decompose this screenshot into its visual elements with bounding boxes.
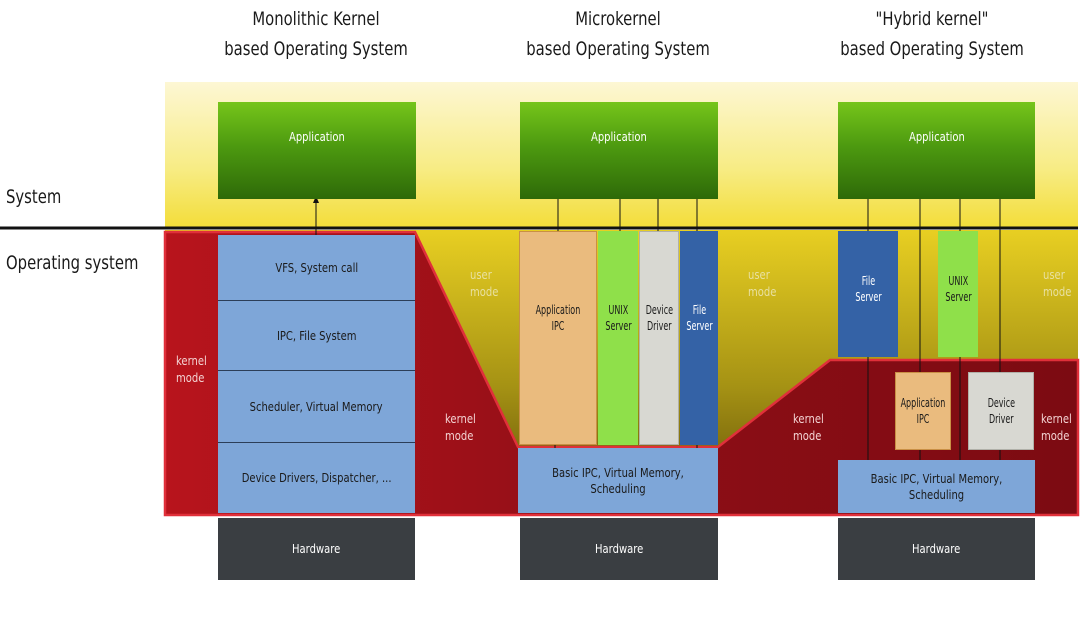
label-line: File bbox=[861, 273, 875, 288]
label-line: IPC bbox=[916, 411, 930, 426]
mode-line: mode bbox=[445, 428, 474, 443]
heading-line-2: based Operating System bbox=[526, 38, 710, 60]
box-label: Application bbox=[591, 128, 647, 144]
label-line: UNIX bbox=[608, 302, 628, 317]
heading-line-1: Microkernel bbox=[575, 8, 661, 30]
microkernel-application-box: Application bbox=[520, 102, 718, 199]
monolithic-kernel-stack: VFS, System call IPC, File System Schedu… bbox=[218, 235, 415, 513]
mode-line: mode bbox=[470, 284, 499, 299]
microkernel-hardware-box: Hardware bbox=[520, 518, 718, 580]
hybrid-application-ipc-box: Application IPC bbox=[895, 372, 951, 450]
label-line: Server bbox=[854, 289, 882, 304]
box-label: VFS, System call bbox=[275, 259, 358, 275]
mode-line: user bbox=[1043, 267, 1065, 282]
hybrid-base-box: Basic IPC, Virtual Memory, Scheduling bbox=[838, 460, 1035, 513]
monolithic-application-box: Application bbox=[218, 102, 416, 199]
box-label: File Server bbox=[852, 273, 885, 305]
monolithic-layer-vfs: VFS, System call bbox=[218, 235, 415, 301]
label-line: Application bbox=[535, 302, 581, 317]
box-label: Application bbox=[289, 128, 345, 144]
label-line: IPC bbox=[551, 318, 565, 333]
mode-line: mode bbox=[176, 370, 205, 385]
box-label: Basic IPC, Virtual Memory, Scheduling bbox=[552, 464, 684, 496]
mode-line: kernel bbox=[1041, 411, 1072, 426]
monolithic-layer-ipc: IPC, File System bbox=[218, 301, 415, 371]
microkernel-unix-server-box: UNIX Server bbox=[598, 231, 638, 445]
box-label: Application bbox=[908, 128, 965, 144]
microkernel-user-mode-label-left: user mode bbox=[470, 266, 498, 300]
box-label: Application IPC bbox=[530, 302, 586, 334]
microkernel-application-ipc-box: Application IPC bbox=[519, 231, 597, 445]
box-label: Basic IPC, Virtual Memory, Scheduling bbox=[870, 470, 1003, 502]
box-label: Scheduler, Virtual Memory bbox=[250, 398, 383, 414]
hybrid-user-mode-label: user mode bbox=[1043, 266, 1071, 300]
microkernel-kernel-mode-label: kernel mode bbox=[445, 410, 476, 444]
monolithic-layer-drivers: Device Drivers, Dispatcher, ... bbox=[218, 443, 415, 513]
system-label: System bbox=[6, 186, 62, 208]
monolithic-hardware-box: Hardware bbox=[218, 518, 415, 580]
heading-microkernel: Microkernel based Operating System bbox=[493, 4, 743, 64]
label-line: UNIX bbox=[948, 273, 968, 288]
label-line: Server bbox=[685, 318, 713, 333]
heading-line-1: "Hybrid kernel" bbox=[875, 8, 989, 30]
mode-line: mode bbox=[793, 428, 822, 443]
hybrid-hardware-box: Hardware bbox=[838, 518, 1035, 580]
mode-line: kernel bbox=[176, 353, 207, 368]
heading-line-1: Monolithic Kernel bbox=[252, 8, 380, 30]
box-label: Application IPC bbox=[895, 395, 951, 427]
label-line: Driver bbox=[988, 411, 1014, 426]
mode-line: kernel bbox=[793, 411, 824, 426]
monolithic-layer-scheduler: Scheduler, Virtual Memory bbox=[218, 371, 415, 443]
box-label: UNIX Server bbox=[602, 302, 635, 334]
monolithic-kernel-mode-label: kernel mode bbox=[176, 352, 207, 386]
heading-monolithic: Monolithic Kernel based Operating System bbox=[191, 4, 441, 64]
label-line: Application bbox=[900, 395, 946, 410]
label-line: Device bbox=[645, 302, 673, 317]
box-label: IPC, File System bbox=[276, 327, 357, 343]
label-line: Server bbox=[604, 318, 632, 333]
hybrid-application-box: Application bbox=[838, 102, 1035, 199]
hybrid-device-driver-box: Device Driver bbox=[968, 372, 1034, 450]
heading-line-2: based Operating System bbox=[840, 38, 1024, 60]
microkernel-file-server-box: File Server bbox=[680, 231, 718, 445]
box-label: Hardware bbox=[594, 541, 644, 556]
microkernel-base-box: Basic IPC, Virtual Memory, Scheduling bbox=[518, 448, 718, 513]
box-label: Hardware bbox=[912, 541, 961, 556]
box-label: UNIX Server bbox=[942, 273, 975, 305]
box-label: Device Driver bbox=[642, 302, 676, 334]
label-line: Server bbox=[944, 289, 972, 304]
mode-line: mode bbox=[1041, 428, 1070, 443]
hybrid-unix-server-box: UNIX Server bbox=[938, 231, 978, 357]
heading-line-2: based Operating System bbox=[224, 38, 408, 60]
operating-system-label: Operating system bbox=[6, 252, 139, 274]
box-label: Hardware bbox=[292, 541, 341, 556]
label-line: File bbox=[692, 302, 706, 317]
microkernel-user-mode-label-right: user mode bbox=[748, 266, 776, 300]
heading-hybrid: "Hybrid kernel" based Operating System bbox=[807, 4, 1057, 64]
mode-line: mode bbox=[1043, 284, 1072, 299]
box-label: File Server bbox=[683, 302, 716, 334]
box-label: Device Driver bbox=[984, 395, 1018, 427]
mode-line: user bbox=[748, 267, 770, 282]
hybrid-kernel-mode-label-right: kernel mode bbox=[1041, 410, 1072, 444]
box-label: Device Drivers, Dispatcher, ... bbox=[241, 470, 392, 485]
mode-line: user bbox=[470, 267, 492, 282]
mode-line: mode bbox=[748, 284, 777, 299]
hybrid-file-server-box: File Server bbox=[838, 231, 898, 357]
label-line: Device bbox=[987, 395, 1015, 410]
mode-line: kernel bbox=[445, 411, 476, 426]
hybrid-kernel-mode-label-left: kernel mode bbox=[793, 410, 824, 444]
microkernel-device-driver-box: Device Driver bbox=[639, 231, 679, 445]
label-line: Driver bbox=[646, 318, 672, 333]
